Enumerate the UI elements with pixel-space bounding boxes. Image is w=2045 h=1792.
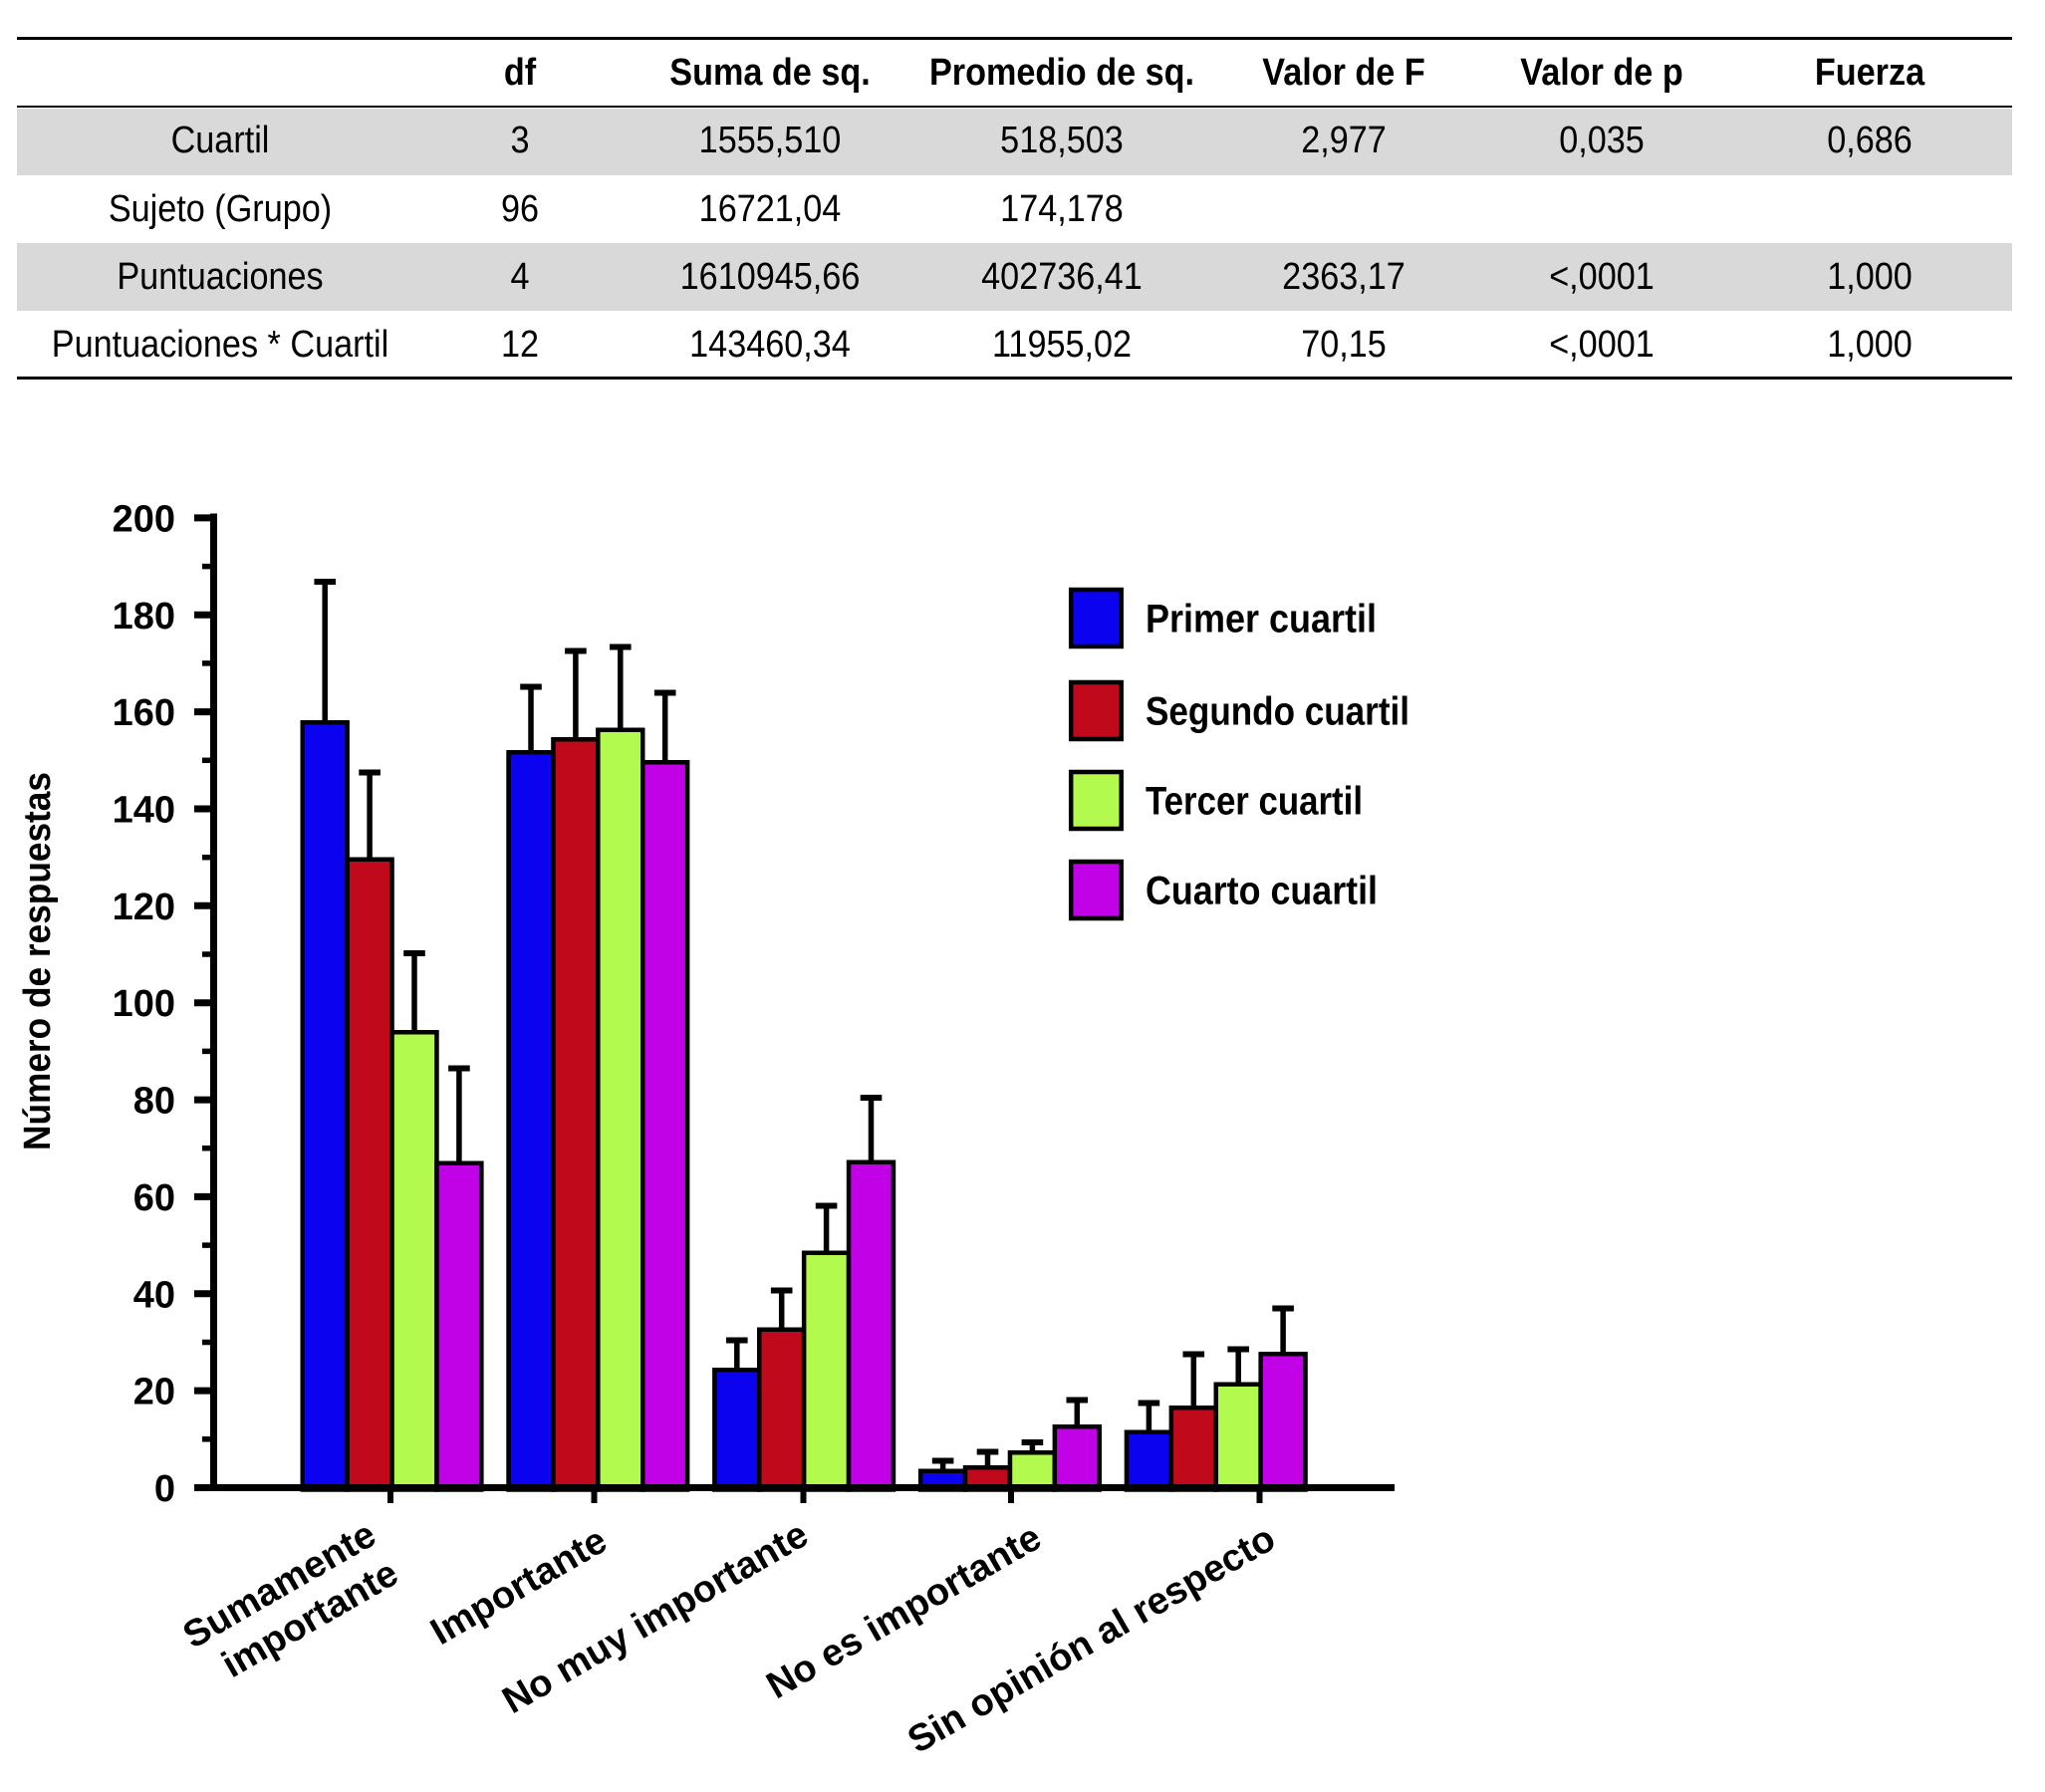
svg-text:Número de respuestas: Número de respuestas (17, 772, 59, 1151)
svg-text:Sin opinión al respecto: Sin opinión al respecto (900, 1517, 1282, 1761)
svg-text:60: 60 (133, 1177, 175, 1219)
svg-text:Tercer cuartil: Tercer cuartil (1146, 780, 1363, 824)
svg-text:No muy importante: No muy importante (496, 1513, 816, 1721)
svg-text:160: 160 (113, 692, 175, 734)
svg-text:20: 20 (133, 1372, 175, 1413)
svg-text:80: 80 (133, 1081, 175, 1123)
svg-text:120: 120 (113, 887, 175, 928)
svg-text:100: 100 (113, 983, 175, 1025)
svg-text:40: 40 (133, 1274, 175, 1316)
svg-text:140: 140 (113, 790, 175, 832)
svg-text:180: 180 (113, 596, 175, 638)
svg-text:Primer cuartil: Primer cuartil (1146, 598, 1377, 641)
svg-text:Segundo cuartil: Segundo cuartil (1146, 690, 1409, 734)
svg-text:0: 0 (154, 1468, 175, 1510)
svg-text:Cuarto cuartil: Cuarto cuartil (1146, 870, 1378, 913)
svg-text:200: 200 (113, 498, 175, 540)
svg-text:Sumamenteimportante: Sumamenteimportante (176, 1513, 405, 1695)
